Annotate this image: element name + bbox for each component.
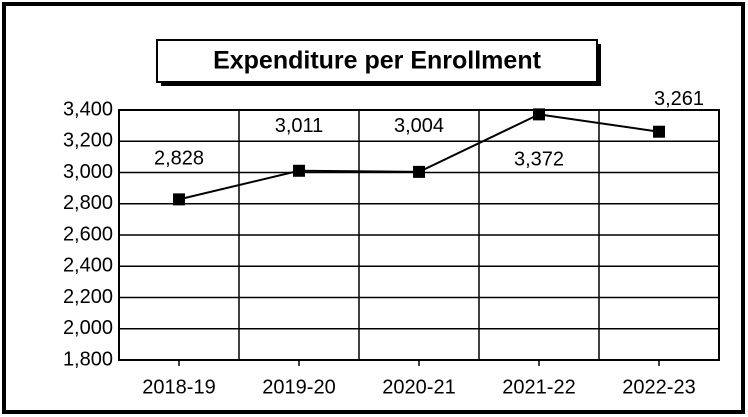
y-tick-label: 2,200 [63, 286, 113, 308]
marker [653, 125, 665, 138]
y-tick-label: 3,000 [63, 161, 113, 183]
marker [413, 165, 425, 178]
y-tick-label: 1,800 [63, 348, 113, 370]
title-box [156, 39, 598, 83]
data-label: 3,011 [275, 115, 324, 137]
data-label: 2,828 [154, 148, 204, 170]
x-tick-label: 2018-19 [142, 376, 215, 398]
x-tick-label: 2022-23 [622, 376, 695, 398]
y-tick-label: 3,200 [63, 130, 113, 152]
y-tick-label: 2,800 [63, 192, 113, 214]
y-tick-label: 3,400 [63, 98, 113, 120]
marker [173, 193, 185, 206]
data-label: 3,372 [514, 149, 564, 171]
y-tick-label: 2,400 [63, 255, 113, 277]
data-label: 3,261 [654, 88, 704, 110]
marker [293, 164, 305, 177]
data-label: 3,004 [394, 115, 444, 137]
y-tick-label: 2,000 [63, 317, 113, 339]
chart-title: Expenditure per Enrollment [213, 47, 542, 75]
y-tick-label: 2,600 [63, 223, 113, 245]
x-tick-label: 2020-21 [382, 376, 455, 398]
x-tick-label: 2021-22 [502, 376, 575, 398]
marker [533, 108, 545, 121]
x-tick-label: 2019-20 [262, 376, 335, 398]
